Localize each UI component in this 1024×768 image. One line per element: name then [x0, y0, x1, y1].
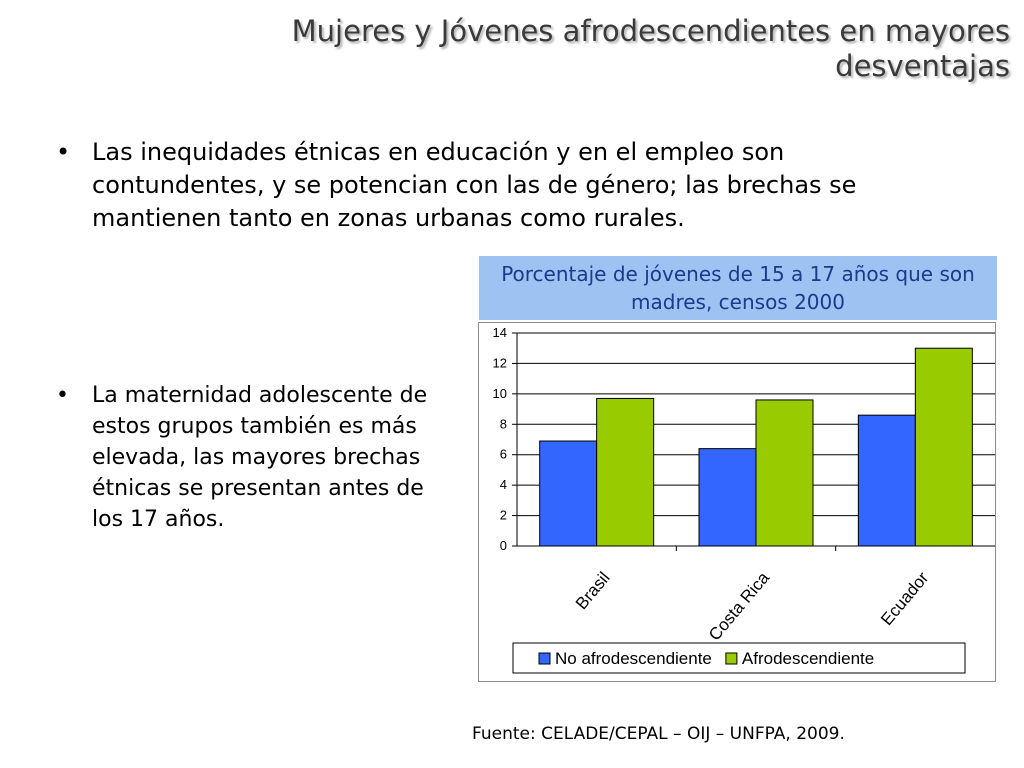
bullet-text: La maternidad adolescente de estos grupo…	[92, 383, 428, 532]
legend-swatch	[725, 652, 738, 665]
bullet-list-bottom: • La maternidad adolescente de estos gru…	[56, 380, 456, 535]
bullet-dot: •	[56, 383, 69, 408]
legend	[512, 642, 966, 674]
x-category-label: Brasil	[572, 568, 614, 613]
x-category-label: Costa Rica	[705, 568, 773, 644]
x-category-label: Ecuador	[877, 568, 932, 629]
chart-frame: 0 2 4 6 8 10 12 14 Brasil Costa Rica Ecuador No afr…	[478, 322, 996, 682]
y-tick-label: 10	[493, 386, 507, 401]
bullet-text: Las inequidades étnicas en educación y e…	[92, 138, 857, 232]
bar	[914, 347, 973, 547]
y-tick-label: 8	[500, 416, 507, 431]
bar	[539, 440, 598, 547]
source-note: Fuente: CELADE/CEPAL – OIJ – UNFPA, 2009…	[472, 724, 845, 744]
y-tick-label: 0	[500, 538, 507, 553]
bar	[755, 399, 814, 547]
bullet-dot: •	[56, 138, 71, 166]
y-tick-label: 2	[500, 508, 507, 523]
y-tick-label: 6	[500, 447, 507, 462]
bar	[698, 448, 757, 547]
bar	[857, 414, 916, 547]
chart-title: Porcentaje de jóvenes de 15 a 17 años qu…	[479, 256, 997, 320]
slide-title: Mujeres y Jóvenes afrodescendientes en m…	[291, 14, 1010, 83]
bar	[596, 397, 655, 547]
y-tick-label: 14	[493, 325, 507, 340]
y-tick-label: 4	[500, 477, 507, 492]
legend-label: Afrodescendiente	[742, 649, 874, 668]
bullet-list-top: • Las inequidades étnicas en educación y…	[56, 136, 936, 235]
bullet-item: • Las inequidades étnicas en educación y…	[56, 136, 936, 235]
bar-chart: 0 2 4 6 8 10 12 14 Brasil Costa Rica Ecuador No afr…	[493, 325, 995, 674]
legend-label: No afrodescendiente	[555, 649, 712, 668]
y-tick-label: 12	[493, 355, 507, 370]
bullet-item: • La maternidad adolescente de estos gru…	[56, 380, 456, 535]
legend-swatch	[538, 652, 551, 665]
